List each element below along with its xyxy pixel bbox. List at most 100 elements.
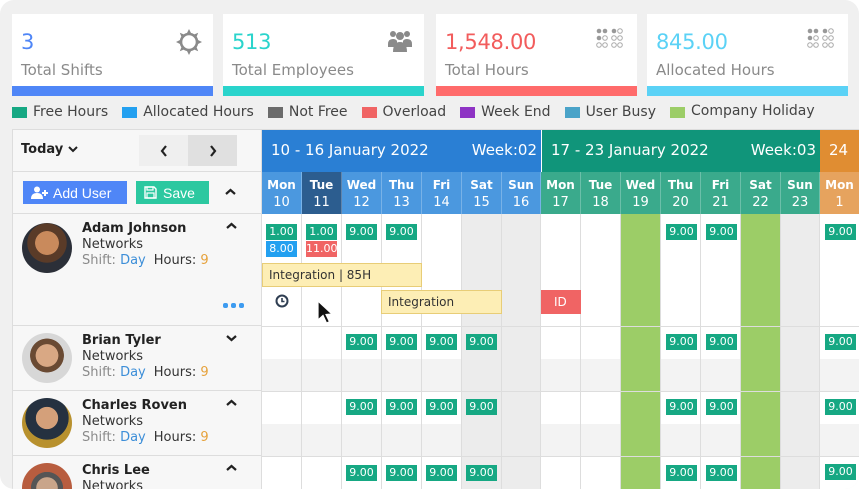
day-column[interactable] <box>422 214 462 489</box>
free-hours-chip[interactable]: 9.00 <box>386 465 417 481</box>
free-hours-chip[interactable]: 9.00 <box>706 224 737 240</box>
day-header[interactable]: Sun 16 <box>502 172 541 214</box>
free-hours-chip[interactable]: 1.00 <box>266 224 297 240</box>
day-date: 23 <box>791 195 809 210</box>
prev-week-button[interactable] <box>139 135 188 166</box>
day-header[interactable]: Fri 14 <box>422 172 462 214</box>
chevron-down-icon <box>68 146 78 153</box>
day-header[interactable]: Wed 12 <box>342 172 382 214</box>
free-hours-chip[interactable]: 9.00 <box>346 465 377 481</box>
free-hours-chip[interactable]: 9.00 <box>706 465 737 481</box>
employee-row[interactable]: Adam Johnson Networks Shift: Day Hours: 9 <box>13 214 262 326</box>
employee-row[interactable]: Chris Lee Networks <box>13 456 262 489</box>
weekend-column[interactable] <box>781 214 820 489</box>
free-hours-chip[interactable]: 9.00 <box>466 334 497 350</box>
weekend-column[interactable] <box>502 214 541 489</box>
free-hours-chip[interactable]: 9.00 <box>825 464 856 480</box>
free-hours-chip[interactable]: 9.00 <box>466 465 497 481</box>
day-header[interactable]: Fri 21 <box>701 172 741 214</box>
free-hours-chip[interactable]: 9.00 <box>386 399 417 415</box>
week-header: 24 <box>820 130 859 172</box>
day-header-selected[interactable]: Tue 11 <box>302 172 342 214</box>
day-header[interactable]: Wed 19 <box>621 172 661 214</box>
free-hours-chip[interactable]: 9.00 <box>706 399 737 415</box>
expand-toggle[interactable] <box>226 219 237 234</box>
holiday-column[interactable] <box>621 214 661 489</box>
free-hours-chip[interactable]: 9.00 <box>346 399 377 415</box>
free-hours-chip[interactable]: 9.00 <box>426 334 457 350</box>
expand-toggle[interactable] <box>226 461 237 476</box>
day-header[interactable]: Mon 10 <box>262 172 302 214</box>
next-week-button[interactable] <box>188 135 237 166</box>
day-header[interactable]: Mon 17 <box>541 172 581 214</box>
free-hours-chip[interactable]: 9.00 <box>466 399 497 415</box>
weekend-column[interactable] <box>462 214 502 489</box>
day-header[interactable]: Sat 15 <box>462 172 502 214</box>
collapse-all-button[interactable] <box>225 184 236 200</box>
day-header[interactable]: Sat 22 <box>741 172 781 214</box>
day-date: 16 <box>512 195 530 210</box>
free-hours-chip[interactable]: 9.00 <box>666 334 697 350</box>
task-bar[interactable]: Integration | 85H <box>262 263 422 287</box>
week-range: 17 - 23 January 2022 <box>551 141 709 159</box>
day-date: 12 <box>353 195 370 210</box>
free-hours-chip[interactable]: 9.00 <box>706 334 737 350</box>
free-hours-chip[interactable]: 9.00 <box>825 224 856 240</box>
day-header[interactable]: Tue 18 <box>581 172 621 214</box>
free-hours-chip[interactable]: 9.00 <box>666 465 697 481</box>
add-user-button[interactable]: Add User <box>23 181 127 204</box>
employee-row[interactable]: Charles Roven Networks Shift: Day Hours: … <box>13 391 262 456</box>
day-date: 20 <box>672 195 689 210</box>
today-dropdown[interactable]: Today <box>21 142 78 157</box>
chevron-up-icon <box>226 464 237 471</box>
free-hours-chip[interactable]: 9.00 <box>666 224 697 240</box>
save-button[interactable]: Save <box>136 181 209 204</box>
free-hours-chip[interactable]: 9.00 <box>426 399 457 415</box>
free-hours-chip[interactable]: 9.00 <box>346 334 377 350</box>
day-name: Wed <box>346 178 377 192</box>
free-hours-chip[interactable]: 9.00 <box>386 334 417 350</box>
day-header[interactable]: Thu 20 <box>661 172 701 214</box>
free-hours-chip[interactable]: 9.00 <box>825 399 856 415</box>
free-hours-chip[interactable]: 9.00 <box>825 334 856 350</box>
day-column[interactable] <box>820 214 859 489</box>
free-hours-chip[interactable]: 9.00 <box>666 399 697 415</box>
employee-shift: Shift: Day Hours: 9 <box>82 253 209 268</box>
clock-icon[interactable] <box>275 294 289 308</box>
day-date: 11 <box>313 195 330 210</box>
day-date: 18 <box>592 195 609 210</box>
day-column[interactable] <box>382 214 422 489</box>
task-bar-id[interactable]: ID <box>541 290 581 314</box>
save-icon <box>144 186 157 199</box>
dots-grid-icon <box>596 28 623 48</box>
day-column[interactable] <box>661 214 701 489</box>
expand-toggle[interactable] <box>226 396 237 411</box>
legend-label: Week End <box>481 104 551 120</box>
stat-label: Total Hours <box>445 61 529 79</box>
employee-row[interactable]: Brian Tyler Networks Shift: Day Hours: 9 <box>13 326 262 391</box>
day-column[interactable] <box>581 214 621 489</box>
allocated-hours-chip[interactable]: 8.00 <box>266 241 297 257</box>
stat-label: Allocated Hours <box>656 61 775 79</box>
day-header[interactable]: Thu 13 <box>382 172 422 214</box>
day-column[interactable] <box>302 214 342 489</box>
day-column[interactable] <box>262 214 302 489</box>
day-column[interactable] <box>342 214 382 489</box>
day-header[interactable]: Sun 23 <box>781 172 820 214</box>
free-hours-chip[interactable]: 9.00 <box>346 224 377 240</box>
free-hours-chip[interactable]: 9.00 <box>386 224 417 240</box>
day-column[interactable] <box>541 214 581 489</box>
swatch <box>122 106 138 118</box>
free-hours-chip[interactable]: 9.00 <box>426 465 457 481</box>
more-options-button[interactable] <box>223 293 244 314</box>
overload-chip[interactable]: 11.00 <box>306 241 338 257</box>
free-hours-chip[interactable]: 1.00 <box>306 224 337 240</box>
day-column[interactable] <box>701 214 741 489</box>
day-header[interactable]: Mon 1 <box>820 172 859 214</box>
week-range: 24 <box>829 141 849 159</box>
legend-label: Company Holiday <box>690 102 815 119</box>
task-bar[interactable]: Integration <box>381 290 502 314</box>
chevron-up-icon <box>225 188 236 195</box>
holiday-column[interactable] <box>741 214 781 489</box>
expand-toggle[interactable] <box>226 331 237 346</box>
